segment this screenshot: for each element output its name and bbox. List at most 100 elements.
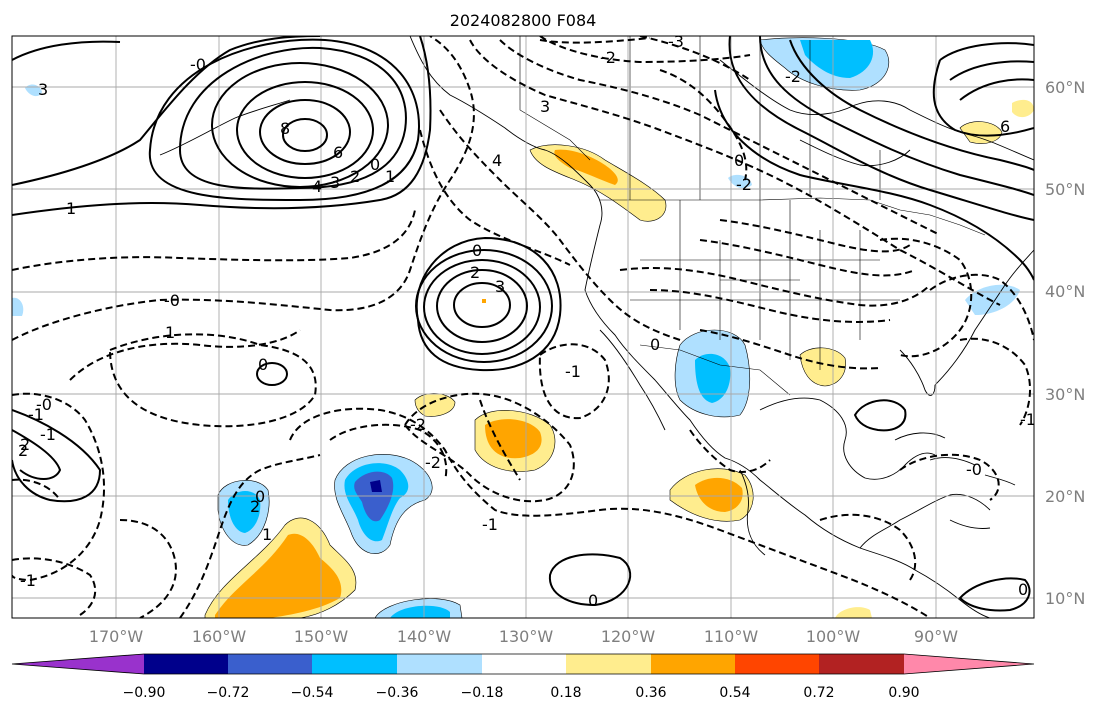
shading-negative-region xyxy=(354,471,394,522)
contour-line xyxy=(932,59,1034,137)
contour-line xyxy=(423,259,541,355)
colorbar-bin xyxy=(651,654,735,674)
contour-label: -1 xyxy=(565,362,581,381)
colorbar-ticks: −0.90 −0.72 −0.54 −0.36 −0.18 0.18 0.36 … xyxy=(123,685,920,701)
coastline-mexico xyxy=(739,469,766,556)
coastline-alaska xyxy=(409,36,991,618)
latitude-axis: 60°N 50°N 40°N 30°N 20°N 10°N xyxy=(1045,78,1085,608)
contour-label: -1 xyxy=(1020,410,1036,429)
lon-label: 160°W xyxy=(192,627,247,646)
contour-label: 2 xyxy=(18,441,28,460)
contour-label: 1 xyxy=(165,323,175,342)
contour-line xyxy=(959,78,1034,101)
contour-line xyxy=(959,337,1031,426)
contour-line xyxy=(949,60,1034,81)
contour-label: 2 xyxy=(250,497,260,516)
lon-label: 90°W xyxy=(914,627,958,646)
coastline-cuba xyxy=(894,432,946,441)
colorbar-tick-label: −0.18 xyxy=(461,685,504,701)
contour-line xyxy=(819,513,917,581)
colorbar-tick-label: 0.54 xyxy=(719,685,750,701)
contour-label: 4 xyxy=(492,151,502,170)
contour-line xyxy=(699,329,881,370)
contour-line xyxy=(282,118,328,152)
contour-label: 1 xyxy=(66,199,76,218)
political-borders xyxy=(519,36,986,396)
colorbar-bin xyxy=(312,654,397,674)
contour-label: -0 xyxy=(36,395,52,414)
lat-label: 60°N xyxy=(1045,78,1085,97)
contour-label: 0 xyxy=(472,241,482,260)
contour-label: 1 xyxy=(262,525,272,544)
contour-line xyxy=(329,423,448,481)
contour-line xyxy=(789,39,1034,171)
small-positive-spot xyxy=(482,299,486,303)
state-borders xyxy=(630,200,900,370)
shading-positive-region xyxy=(835,607,872,618)
shading-positive-region xyxy=(1012,99,1034,118)
contour-line xyxy=(419,129,571,266)
contour-line xyxy=(469,39,1001,306)
figure-title: 2024082800 F084 xyxy=(450,11,597,30)
contour-line xyxy=(853,399,907,432)
colorbar-bin xyxy=(819,654,904,674)
contour-label: 3 xyxy=(330,173,340,192)
contour-line xyxy=(12,36,321,186)
coastline-caribbean xyxy=(929,457,1016,529)
lat-label: 40°N xyxy=(1045,282,1085,301)
contour-label: 3 xyxy=(38,80,48,99)
coastline-east xyxy=(934,249,1034,386)
contour-label: 2 xyxy=(20,435,30,454)
lon-label: 110°W xyxy=(704,627,759,646)
contour-line xyxy=(539,36,751,64)
shading-positive-region xyxy=(959,121,1003,144)
coastline-canada-north xyxy=(719,59,1034,161)
shading-negative-region xyxy=(228,491,261,533)
coastlines xyxy=(159,36,1034,618)
shading-negative-region xyxy=(695,353,731,403)
colorbar-tick-label: 0.72 xyxy=(803,685,834,701)
contour-label: 0 xyxy=(650,335,660,354)
contour-label: -2 xyxy=(736,175,752,194)
solid-contours xyxy=(12,36,1034,612)
lat-label: 10°N xyxy=(1045,589,1085,608)
contour-line xyxy=(12,557,97,616)
shading-positive-region xyxy=(485,419,542,459)
shading-positive-region xyxy=(554,149,618,185)
colorbar-tick-label: 0.36 xyxy=(635,685,666,701)
colorbar-tick-label: −0.72 xyxy=(207,685,250,701)
contour-label: -2 xyxy=(600,48,616,67)
contour-line xyxy=(289,407,931,618)
contour-line xyxy=(12,36,432,216)
lon-label: 140°W xyxy=(397,627,452,646)
contour-line xyxy=(12,392,106,582)
contour-line xyxy=(939,42,1034,61)
colorbar-tick-label: 0.90 xyxy=(888,685,919,701)
shading-negative-region xyxy=(12,297,24,316)
contour-line xyxy=(69,329,301,381)
contour-label: 0 xyxy=(1018,580,1028,599)
contour-label: -0 xyxy=(190,55,206,74)
contour-line xyxy=(12,40,121,61)
coastline-gulf xyxy=(759,397,936,480)
contour-label: 3 xyxy=(495,277,505,296)
contour-label: -1 xyxy=(20,571,36,590)
contour-label-layer: -0 3 8 6 4 3 2 0 1 1 -0 -2 -3 3 4 0 2 3 … xyxy=(18,36,1036,610)
colorbar-bin xyxy=(228,654,312,674)
contour-line xyxy=(12,429,62,480)
contour-line xyxy=(929,273,1034,341)
lat-label: 20°N xyxy=(1045,487,1085,506)
contour-line xyxy=(714,89,1034,281)
contour-line xyxy=(699,239,916,277)
contour-line xyxy=(689,429,771,473)
lon-label: 170°W xyxy=(89,627,144,646)
shading-positive-region xyxy=(799,347,846,387)
contour-line xyxy=(548,553,632,607)
coastline-baja xyxy=(599,329,666,431)
colorbar-tick-label: −0.90 xyxy=(123,685,166,701)
shading-negative-region xyxy=(370,480,382,492)
contour-label: -1 xyxy=(482,515,498,534)
contour-line xyxy=(12,409,102,503)
contour-label: -2 xyxy=(410,415,426,434)
